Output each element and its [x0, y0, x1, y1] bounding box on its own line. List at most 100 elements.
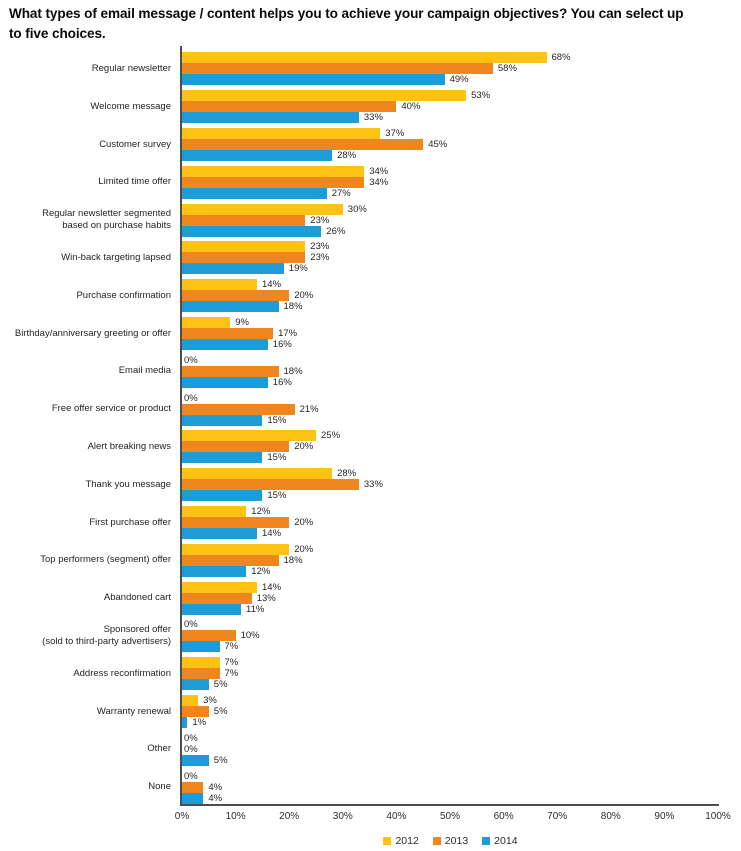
bar-2014-top-performers-segment-offer — [182, 565, 247, 577]
value-label: 25% — [321, 430, 341, 442]
bar-row: 16% — [182, 376, 741, 388]
legend-swatch-2013 — [432, 837, 441, 845]
x-tick-label: 10% — [225, 811, 246, 822]
bar-row: 14% — [182, 279, 741, 291]
bar-2013-limited-time-offer — [182, 176, 365, 188]
bar-row: 0% — [182, 771, 741, 782]
bar-row: 25% — [182, 430, 741, 442]
bar-row: 17% — [182, 327, 741, 339]
bar-2014-regular-newsletter — [182, 74, 445, 86]
bar-row: 20% — [182, 441, 741, 453]
bar-row: 34% — [182, 176, 741, 188]
bar-row: 4% — [182, 792, 741, 804]
bar-row: 58% — [182, 63, 741, 75]
bar-row: 13% — [182, 592, 741, 604]
bar-2013-regular-newsletter-segmented — [182, 214, 306, 226]
bar-2013-purchase-confirmation — [182, 290, 290, 302]
category-group-alert-breaking-news: Alert breaking news 25% 20% 15% — [0, 428, 741, 466]
legend-item-2013: 2013 — [432, 835, 469, 847]
value-label: 33% — [363, 479, 383, 491]
category-group-warranty-renewal: Warranty renewal 3% 5% 1% — [0, 693, 741, 731]
bar-row: 40% — [182, 101, 741, 113]
bar-row: 1% — [182, 716, 741, 728]
x-tick-label: 0% — [174, 811, 190, 822]
value-label: 33% — [363, 112, 383, 124]
bar-row: 28% — [182, 468, 741, 480]
value-label: 58% — [497, 63, 517, 75]
bar-row: 4% — [182, 781, 741, 793]
x-tick-label: 30% — [332, 811, 353, 822]
bar-2014-welcome-message — [182, 112, 359, 124]
bar-2013-address-reconfirmation — [182, 668, 220, 680]
value-label: 15% — [267, 414, 287, 426]
bar-row: 16% — [182, 338, 741, 350]
value-label: 27% — [331, 187, 351, 199]
bar-2012-regular-newsletter — [182, 52, 547, 64]
bar-2013-none — [182, 781, 204, 793]
value-label: 14% — [262, 527, 282, 539]
bar-row: 23% — [182, 241, 741, 253]
value-label: 12% — [251, 505, 271, 517]
x-axis-ticks: 0% 10% 20% 30% 40% 50% 60% 70% 80% 90% 100% — [175, 811, 731, 825]
bar-2014-other — [182, 754, 209, 766]
category-label: Abandoned cart — [103, 592, 171, 604]
category-label: Top performers (segment) offer — [40, 554, 171, 566]
category-bars: 20% 18% 12% — [179, 543, 741, 577]
category-bars: 68% 58% 49% — [179, 52, 741, 86]
value-label: 7% — [224, 668, 239, 680]
category-label: Limited time offer — [98, 176, 171, 188]
bar-2014-address-reconfirmation — [182, 679, 209, 691]
bar-row: 45% — [182, 138, 741, 150]
bar-row: 28% — [182, 149, 741, 161]
bar-2014-email-media — [182, 376, 268, 388]
bar-row: 20% — [182, 543, 741, 555]
bar-row: 53% — [182, 90, 741, 102]
x-tick-label: 60% — [493, 811, 514, 822]
value-label: 28% — [337, 149, 357, 161]
bar-row: 15% — [182, 490, 741, 502]
bar-2013-warranty-renewal — [182, 705, 209, 717]
category-bars: 53% 40% 33% — [179, 90, 741, 124]
bar-row: 33% — [182, 112, 741, 124]
category-label: Alert breaking news — [87, 440, 171, 452]
value-label: 10% — [240, 630, 260, 642]
bar-2014-birthday-anniversary-greeting-or-offer — [182, 338, 268, 350]
bar-row: 18% — [182, 365, 741, 377]
bar-2013-free-offer-service-or-product — [182, 403, 295, 415]
category-group-address-reconfirmation: Address reconfirmation 7% 7% 5% — [0, 655, 741, 693]
category-bars: 37% 45% 28% — [179, 127, 741, 161]
bar-2012-abandoned-cart — [182, 581, 257, 593]
category-bars: 7% 7% 5% — [179, 657, 741, 691]
bar-2014-limited-time-offer — [182, 187, 327, 199]
bar-row: 23% — [182, 252, 741, 264]
legend-label: 2013 — [444, 835, 469, 847]
bar-2013-top-performers-segment-offer — [182, 554, 279, 566]
category-bars: 34% 34% 27% — [179, 165, 741, 199]
value-label: 19% — [288, 263, 308, 275]
bar-2013-alert-breaking-news — [182, 441, 290, 453]
bar-row: 3% — [182, 694, 741, 706]
bar-2014-regular-newsletter-segmented — [182, 225, 322, 237]
bar-row: 23% — [182, 214, 741, 226]
value-label: 0% — [184, 392, 198, 404]
bar-row: 26% — [182, 225, 741, 237]
bar-row: 5% — [182, 705, 741, 717]
category-label: Regular newsletter segmented based on pu… — [42, 208, 171, 232]
value-label: 15% — [267, 490, 287, 502]
value-label: 23% — [310, 214, 330, 226]
category-group-top-performers-segment-offer: Top performers (segment) offer 20% 18% 12% — [0, 541, 741, 579]
category-label: Other — [147, 743, 171, 755]
category-group-other: Other 0% 0% 5% — [0, 730, 741, 768]
value-label: 23% — [310, 252, 330, 264]
x-tick-label: 70% — [547, 811, 568, 822]
value-label: 0% — [184, 743, 198, 755]
bar-2012-welcome-message — [182, 90, 467, 102]
category-label: None — [148, 781, 171, 793]
category-label: First purchase offer — [89, 516, 171, 528]
bar-2012-customer-survey — [182, 127, 381, 139]
bar-row: 7% — [182, 641, 741, 653]
y-axis-line — [180, 46, 182, 806]
bar-row: 37% — [182, 127, 741, 139]
value-label: 5% — [213, 754, 228, 766]
